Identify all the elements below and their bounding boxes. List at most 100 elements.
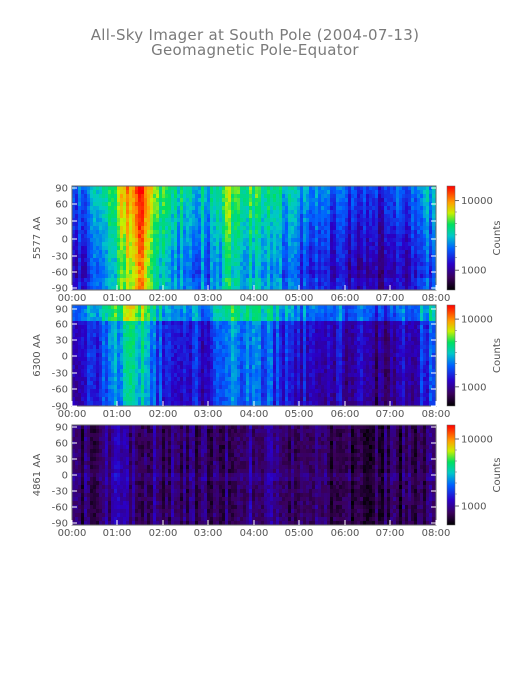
heatmap-cell — [261, 206, 264, 210]
heatmap-cell — [174, 321, 177, 325]
heatmap-cell — [411, 246, 414, 250]
heatmap-cell — [174, 401, 177, 405]
heatmap-cell — [396, 266, 399, 270]
heatmap-cell — [243, 194, 246, 198]
heatmap-cell — [273, 270, 276, 274]
heatmap-cell — [225, 389, 228, 393]
heatmap-cell — [141, 206, 144, 210]
heatmap-cell — [276, 194, 279, 198]
heatmap-cell — [405, 274, 408, 278]
heatmap-cell — [279, 194, 282, 198]
heatmap-cell — [234, 389, 237, 393]
heatmap-cell — [78, 377, 81, 381]
heatmap-cell — [78, 393, 81, 397]
heatmap-cell — [267, 230, 270, 234]
heatmap-cell — [186, 282, 189, 286]
heatmap-cell — [342, 186, 345, 190]
heatmap-cell — [204, 305, 207, 309]
heatmap-cell — [183, 317, 186, 321]
heatmap-cell — [171, 270, 174, 274]
heatmap-cell — [210, 278, 213, 282]
heatmap-cell — [345, 282, 348, 286]
heatmap-cell — [180, 393, 183, 397]
heatmap-cell — [75, 381, 78, 385]
heatmap-cell — [153, 218, 156, 222]
heatmap-cell — [216, 234, 219, 238]
heatmap-cell — [195, 286, 198, 290]
heatmap-cell — [264, 254, 267, 258]
heatmap-cell — [270, 250, 273, 254]
heatmap-cell — [123, 278, 126, 282]
heatmap-cell — [135, 202, 138, 206]
heatmap-cell — [186, 325, 189, 329]
heatmap-cell — [252, 246, 255, 250]
heatmap-cell — [423, 262, 426, 266]
heatmap-cell — [420, 258, 423, 262]
heatmap-cell — [189, 401, 192, 405]
heatmap-cell — [246, 317, 249, 321]
heatmap-cell — [120, 389, 123, 393]
heatmap-cell — [204, 373, 207, 377]
heatmap-cell — [114, 377, 117, 381]
heatmap-cell — [261, 286, 264, 290]
heatmap-cell — [105, 186, 108, 190]
chart-subtitle: Geomagnetic Pole-Equator — [151, 41, 359, 59]
heatmap-cell — [423, 250, 426, 254]
heatmap-cell — [147, 393, 150, 397]
heatmap-cell — [360, 186, 363, 190]
heatmap-cell — [126, 321, 129, 325]
heatmap-cell — [108, 357, 111, 361]
heatmap-cell — [231, 393, 234, 397]
heatmap-cell — [258, 246, 261, 250]
heatmap-cell — [387, 258, 390, 262]
heatmap-cell — [204, 313, 207, 317]
heatmap-cell — [405, 266, 408, 270]
heatmap-cell — [204, 341, 207, 345]
heatmap-cell — [234, 190, 237, 194]
heatmap-cell — [384, 242, 387, 246]
heatmap-cell — [432, 266, 435, 270]
heatmap-cell — [120, 210, 123, 214]
heatmap-cell — [84, 186, 87, 190]
heatmap-cell — [249, 381, 252, 385]
heatmap-cell — [393, 186, 396, 190]
heatmap-cell — [369, 246, 372, 250]
heatmap-cell — [204, 309, 207, 313]
heatmap-cell — [414, 194, 417, 198]
heatmap-cell — [165, 222, 168, 226]
heatmap-cell — [93, 206, 96, 210]
heatmap-cell — [147, 377, 150, 381]
heatmap-cell — [129, 357, 132, 361]
heatmap-cell — [213, 337, 216, 341]
heatmap-cell — [369, 206, 372, 210]
heatmap-cell — [300, 262, 303, 266]
heatmap-cell — [366, 254, 369, 258]
heatmap-cell — [426, 278, 429, 282]
heatmap-cell — [210, 222, 213, 226]
heatmap-cell — [393, 274, 396, 278]
heatmap-cell — [225, 321, 228, 325]
heatmap-cell — [102, 329, 105, 333]
heatmap-cell — [156, 206, 159, 210]
heatmap-cell — [210, 238, 213, 242]
heatmap-cell — [225, 194, 228, 198]
heatmap-cell — [372, 242, 375, 246]
heatmap-cell — [180, 385, 183, 389]
heatmap-cell — [357, 262, 360, 266]
heatmap-cell — [426, 226, 429, 230]
heatmap-cell — [150, 329, 153, 333]
heatmap-cell — [153, 286, 156, 290]
heatmap-cell — [399, 226, 402, 230]
heatmap-cell — [231, 389, 234, 393]
heatmap-cell — [114, 254, 117, 258]
heatmap-cell — [327, 234, 330, 238]
heatmap-cell — [144, 282, 147, 286]
heatmap-cell — [258, 381, 261, 385]
heatmap-cell — [144, 270, 147, 274]
heatmap-cell — [228, 194, 231, 198]
heatmap-cell — [258, 270, 261, 274]
heatmap-cell — [225, 313, 228, 317]
heatmap-cell — [93, 242, 96, 246]
heatmap-cell — [267, 246, 270, 250]
heatmap-cell — [126, 333, 129, 337]
